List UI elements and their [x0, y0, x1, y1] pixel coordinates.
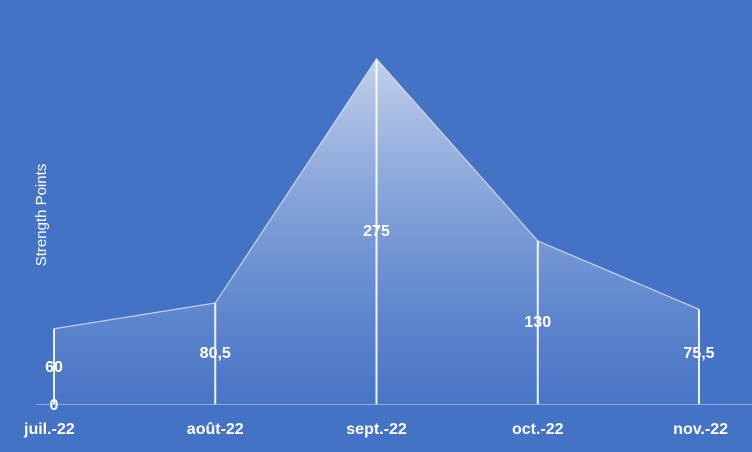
- x-tick-label-1: août-22: [187, 421, 244, 438]
- x-tick-label-3: oct.-22: [512, 421, 564, 438]
- x-tick-label-0: juil.-22: [23, 421, 75, 438]
- data-label-1: 80,5: [200, 345, 231, 362]
- y-axis-zero-label: 0: [50, 397, 59, 414]
- data-label-0: 60: [45, 359, 63, 376]
- x-tick-label-2: sept.-22: [346, 421, 407, 438]
- data-label-2: 275: [363, 223, 390, 240]
- data-label-4: 75,5: [683, 345, 714, 362]
- x-tick-label-4: nov.-22: [673, 421, 728, 438]
- data-label-3: 130: [524, 314, 551, 331]
- y-axis-title: Strength Points: [33, 164, 50, 267]
